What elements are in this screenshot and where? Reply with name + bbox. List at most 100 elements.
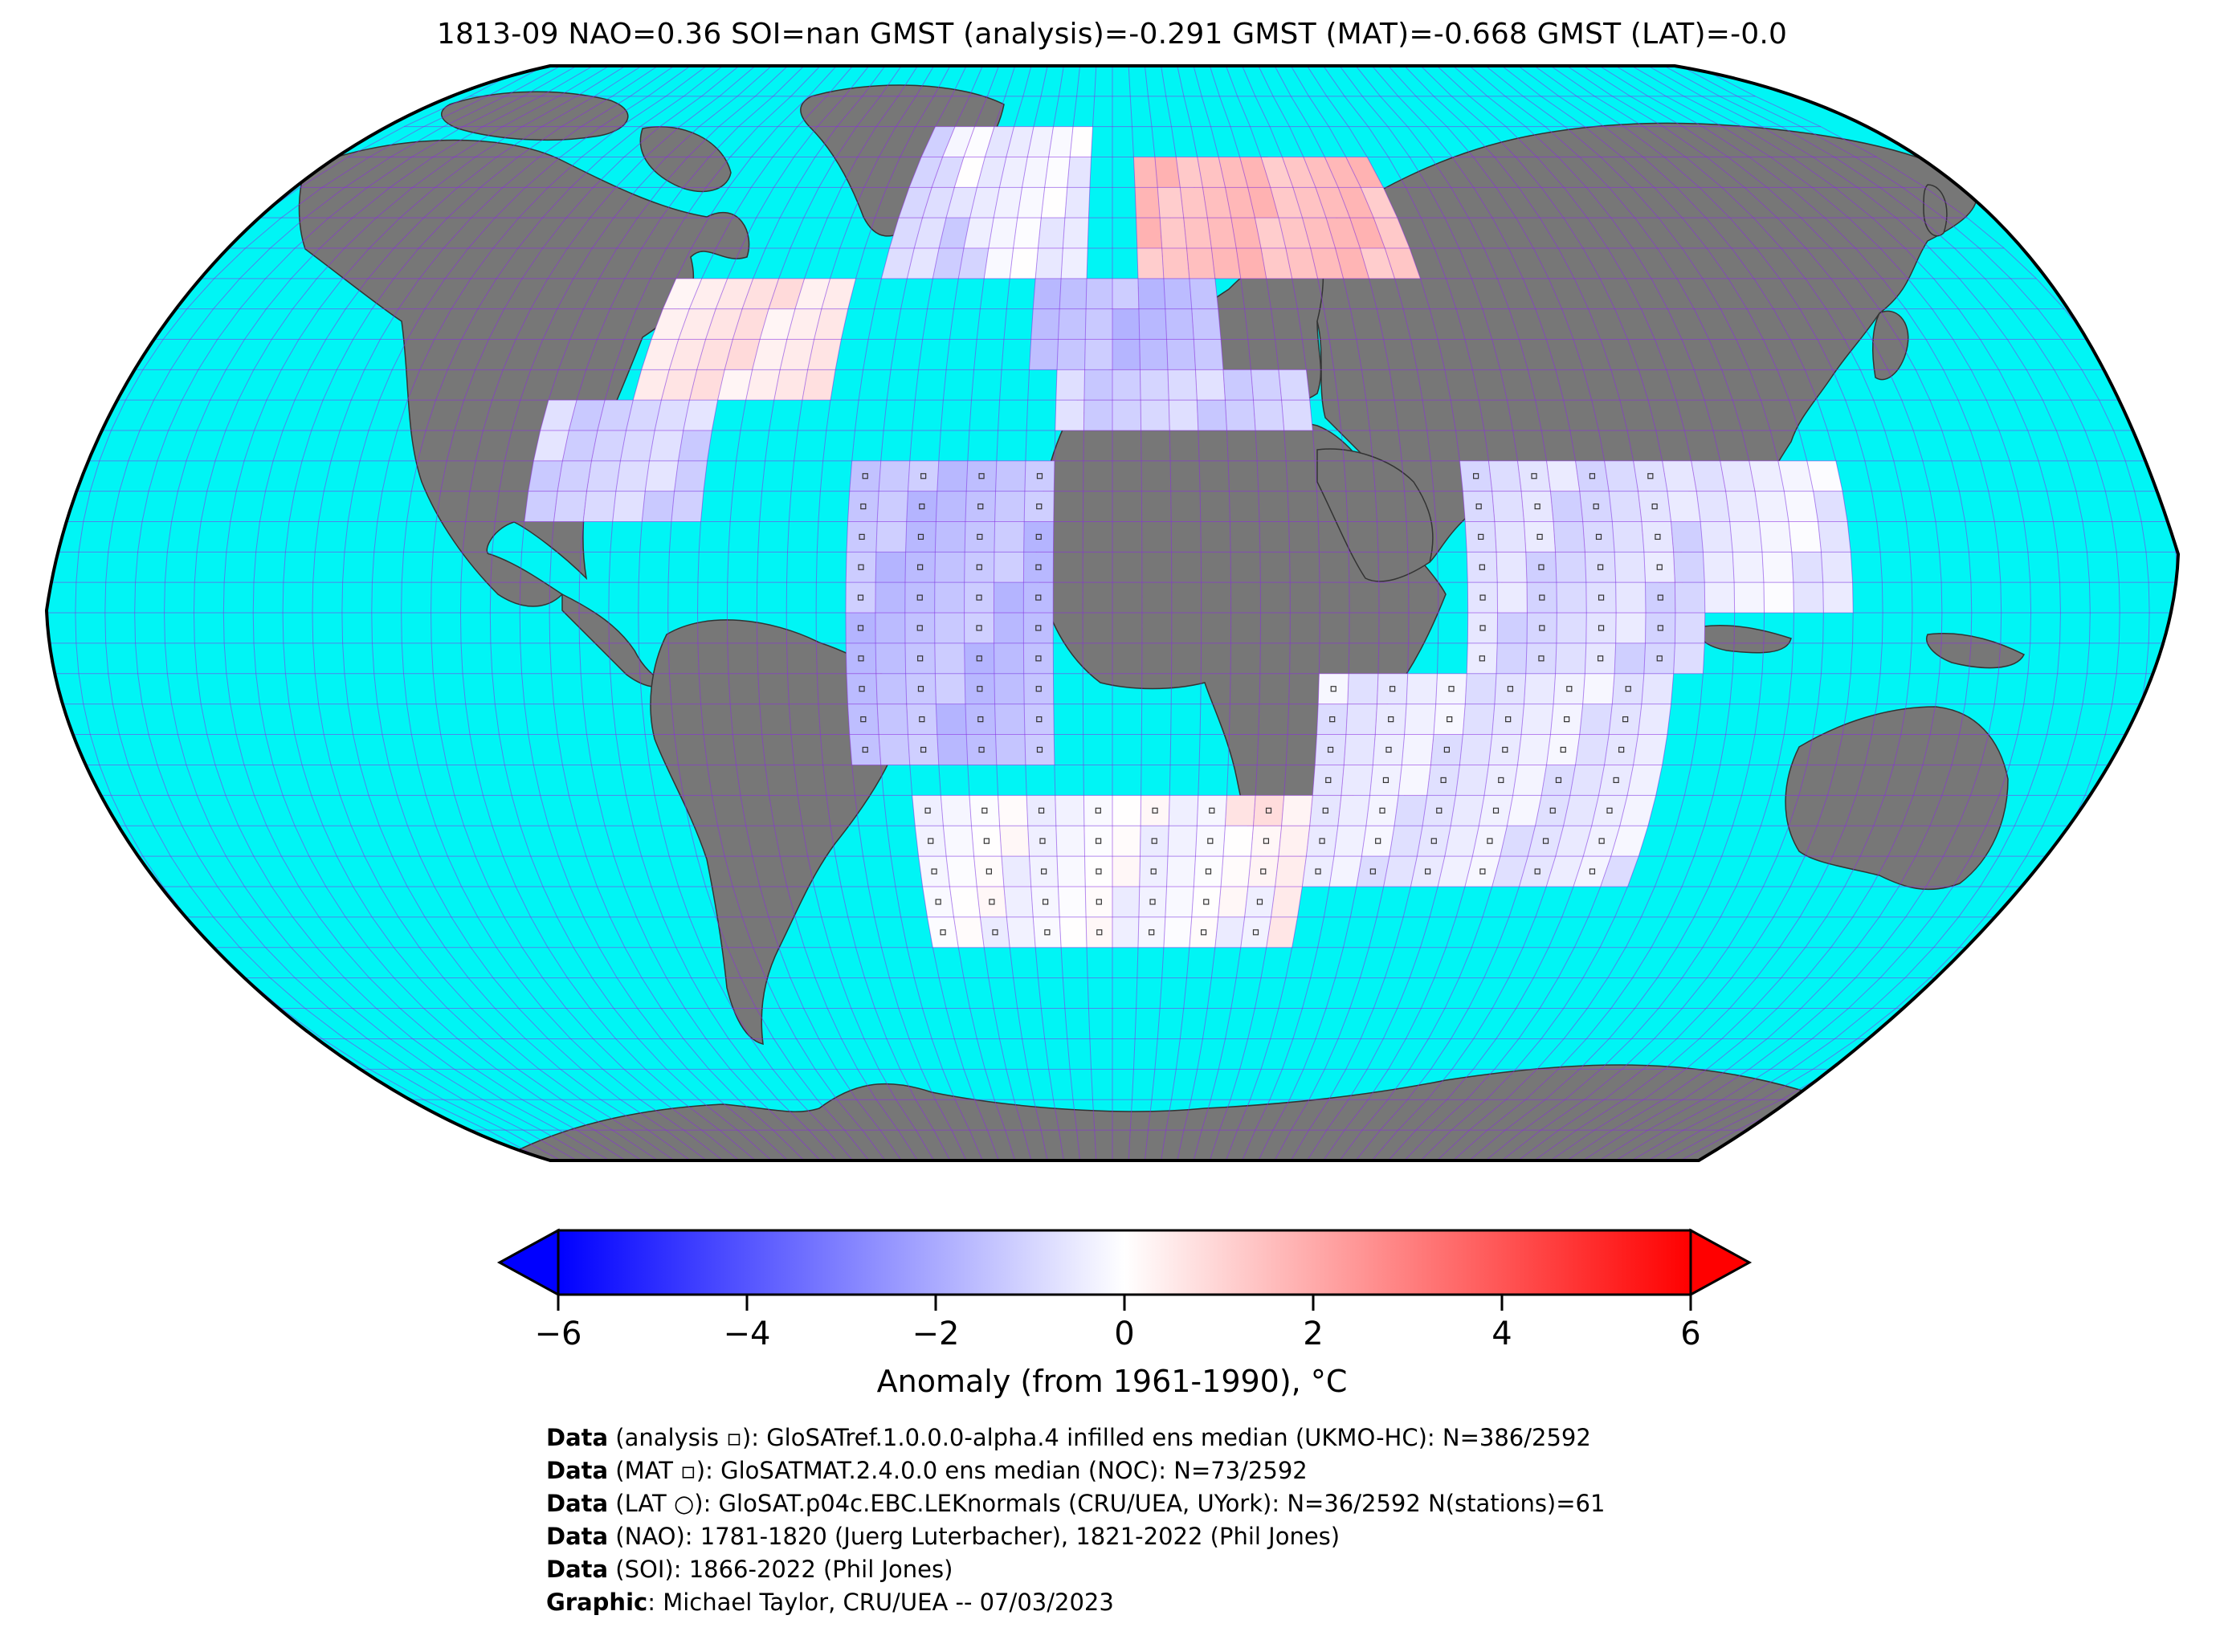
- anomaly-cell: [1010, 248, 1039, 279]
- longitude-line: [459, 66, 756, 1160]
- anomaly-cell: [1197, 157, 1226, 188]
- anomaly-cell: [875, 521, 907, 553]
- longitude-line: [252, 66, 643, 1160]
- colorbar-tick-label: 0: [1114, 1315, 1135, 1352]
- anomaly-cell: [1614, 552, 1646, 583]
- anomaly-cell: [533, 430, 569, 461]
- anomaly-cell: [1197, 400, 1227, 430]
- station-marker: [917, 655, 924, 662]
- anomaly-cell: [1112, 795, 1141, 826]
- anomaly-cell: [927, 916, 959, 948]
- anomaly-cell: [1135, 187, 1161, 218]
- station-marker: [1598, 838, 1605, 844]
- longitude-line: [1339, 66, 1528, 1160]
- anomaly-cell: [921, 126, 956, 157]
- anomaly-cell: [1167, 826, 1198, 857]
- station-marker: [1388, 716, 1394, 723]
- anomaly-cell: [642, 491, 675, 522]
- anomaly-cell: [943, 826, 974, 857]
- station-marker: [1382, 777, 1389, 783]
- anomaly-cell: [732, 308, 769, 340]
- colorbar-tick-label: 4: [1492, 1315, 1512, 1352]
- colorbar-tick-label: −2: [912, 1315, 960, 1352]
- station-marker: [1656, 655, 1663, 662]
- station-marker: [1479, 594, 1486, 601]
- anomaly-cell: [994, 673, 1025, 704]
- anomaly-cell: [745, 369, 781, 401]
- anomaly-cell: [1507, 795, 1542, 826]
- station-marker: [919, 503, 925, 510]
- anomaly-cell: [988, 218, 1018, 248]
- station-marker: [920, 473, 927, 479]
- station-marker: [1479, 655, 1485, 662]
- anomaly-cell: [964, 582, 994, 613]
- station-marker: [1647, 473, 1654, 479]
- station-marker: [1096, 929, 1103, 936]
- anomaly-cell: [1163, 278, 1192, 309]
- station-marker: [1095, 838, 1102, 844]
- anomaly-cell: [1467, 613, 1498, 643]
- station-marker: [1538, 655, 1545, 662]
- anomaly-cell: [1278, 826, 1310, 857]
- anomaly-cell: [1643, 642, 1675, 674]
- anomaly-cell: [1058, 887, 1087, 917]
- anomaly-cell: [936, 704, 967, 735]
- anomaly-cell: [1404, 704, 1436, 735]
- anomaly-cell: [1316, 704, 1348, 735]
- anomaly-cell: [1528, 826, 1564, 857]
- anomaly-cell: [875, 582, 905, 613]
- anomaly-cell: [994, 642, 1024, 674]
- anomaly-cell: [1465, 521, 1497, 553]
- station-marker: [1322, 807, 1328, 814]
- station-marker: [978, 473, 985, 479]
- station-marker: [1329, 716, 1336, 723]
- anomaly-cell: [1086, 278, 1112, 309]
- anomaly-cell: [1673, 552, 1705, 583]
- station-marker: [1035, 625, 1042, 631]
- anomaly-cell: [1643, 552, 1675, 583]
- station-marker: [857, 594, 864, 601]
- anomaly-cell: [1484, 765, 1518, 796]
- station-marker: [1152, 807, 1158, 814]
- longitude-line: [371, 66, 708, 1160]
- longitude-line: [1128, 66, 1143, 1160]
- longitude-line: [1485, 66, 1794, 1160]
- anomaly-cell: [904, 552, 936, 583]
- anomaly-cell: [846, 552, 876, 583]
- anomaly-cell: [1638, 491, 1671, 522]
- station-marker: [1536, 533, 1543, 540]
- longitude-line: [1177, 66, 1232, 1160]
- anomaly-cell: [1055, 369, 1085, 401]
- anomaly-cell: [1189, 916, 1218, 948]
- anomaly-cell: [1464, 856, 1500, 887]
- station-marker: [1657, 594, 1663, 601]
- anomaly-cell: [1085, 308, 1112, 340]
- anomaly-cell: [1083, 400, 1112, 430]
- anomaly-cell: [875, 552, 906, 583]
- longitude-line: [845, 66, 967, 1160]
- page-title: 1813-09 NAO=0.36 SOI=nan GMST (analysis)…: [436, 18, 1788, 51]
- longitude-line: [1631, 66, 2061, 1160]
- station-marker: [1036, 503, 1043, 510]
- anomaly-cell: [1084, 339, 1112, 370]
- anomaly-cell: [847, 521, 878, 553]
- longitude-line: [519, 66, 789, 1160]
- longitude-line: [549, 66, 805, 1160]
- station-marker: [917, 533, 924, 540]
- anomaly-cell: [1627, 765, 1663, 796]
- anomaly-cell: [1027, 126, 1054, 157]
- station-marker: [1038, 807, 1045, 814]
- colorbar-gradient: [557, 1229, 1692, 1296]
- anomaly-cell: [966, 734, 997, 765]
- anomaly-cell: [1030, 308, 1060, 340]
- anomaly-cell: [1341, 765, 1373, 796]
- anomaly-cell: [994, 491, 1025, 522]
- anomaly-cell: [1345, 157, 1384, 188]
- station-marker: [1560, 746, 1566, 753]
- anomaly-cell: [1038, 218, 1065, 248]
- anomaly-cell: [963, 218, 994, 248]
- anomaly-cell: [958, 248, 989, 279]
- anomaly-cell: [875, 613, 905, 643]
- anomaly-cell: [1451, 795, 1485, 826]
- anomaly-cell: [1550, 704, 1583, 735]
